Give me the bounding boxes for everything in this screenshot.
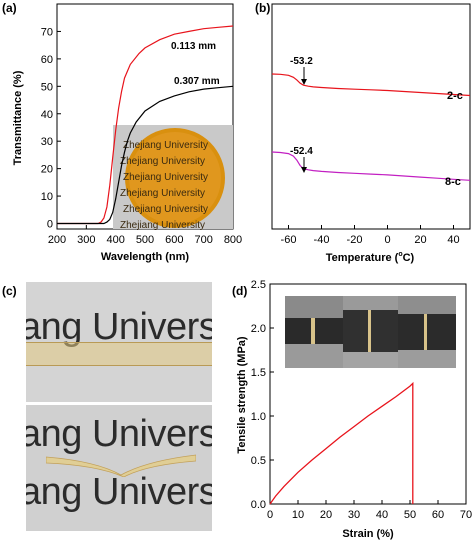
arrowhead-8c (301, 167, 307, 173)
photo-text-line-1: ang Univers (26, 306, 212, 348)
panel-d-ytick-label: 1.5 (251, 367, 266, 379)
panel-b-xtick-label: -40 (314, 234, 330, 246)
panel-a-ytick-label: 0 (47, 219, 53, 231)
series-line-0307mm (57, 85, 234, 225)
panel-a-xtick-label: 600 (165, 234, 183, 246)
annotation-8c: -52.4 (290, 146, 313, 157)
panel-a-ylabel: Transmittance (%) (12, 70, 24, 165)
panel-d-label: (d) (232, 284, 247, 298)
panel-a-ytick-label: 40 (41, 109, 53, 121)
clamp-top-3 (398, 296, 456, 314)
clamp-bottom-1 (285, 344, 343, 368)
inset-text-line: Zhejiang University (123, 172, 208, 183)
series-line-0113mm (57, 25, 234, 225)
panel-a-ytick-label: 10 (41, 191, 53, 203)
inset-text-line: Zhejiang University (123, 140, 208, 151)
panel-a-ytick-label: 20 (41, 164, 53, 176)
panel-d-yticks: 0.0 0.5 1.0 1.5 2.0 2.5 (251, 279, 274, 511)
inset-text-lines: Zhejiang University Zhejiang University Zh… (120, 140, 208, 231)
panel-d-inset-photos (285, 296, 456, 368)
panel-d-xtick-label: 50 (404, 509, 416, 521)
panel-b-xlabel: Temperature (oC) (326, 251, 415, 264)
panel-a-ytick-label: 70 (41, 26, 53, 38)
panel-d-ytick-label: 2.0 (251, 323, 266, 335)
panel-c-photo: ang Univers ang Univers ang Univers (26, 282, 212, 531)
film-strip (26, 342, 212, 366)
panel-a-inset-photo: Zhejiang University Zhejiang University Zh… (113, 125, 233, 231)
series-line-8c (271, 151, 471, 181)
amber-film-highlight (129, 132, 221, 224)
panel-b-xtick-label: 40 (447, 234, 459, 246)
panel-a-xtick-label: 500 (136, 234, 154, 246)
clamp-bottom-2 (343, 352, 398, 368)
panel-b-xtick-label: 0 (384, 234, 390, 246)
photo-divider (26, 402, 212, 405)
specimen-3 (424, 314, 427, 350)
panel-d-xtick-label: 70 (460, 509, 472, 521)
annotation-2c: -53.2 (290, 56, 313, 67)
panel-b-xtick-label: 20 (414, 234, 426, 246)
series-label-8c: 8-c (445, 176, 461, 188)
series-label-0113mm: 0.113 mm (171, 41, 216, 52)
amber-film-disc (125, 128, 225, 228)
series-label-2c: 2-c (447, 90, 463, 102)
panel-a-ytick-label: 50 (41, 81, 53, 93)
panel-a-xtick-label: 300 (77, 234, 95, 246)
photo-text-line-2: ang Univers (26, 413, 212, 455)
panel-d-xtick-label: 60 (432, 509, 444, 521)
panel-d-xtick-label: 30 (348, 509, 360, 521)
panel-a-xticks: 200 300 400 500 600 700 800 (48, 225, 242, 246)
panel-a-yticks: 0 10 20 30 40 50 60 70 (41, 26, 61, 231)
panel-a-label: (a) (2, 1, 17, 15)
panel-d-ylabel: Tensile strength (MPa) (236, 336, 248, 453)
arrowhead-2c (301, 79, 307, 85)
series-label-0307mm: 0.307 mm (174, 76, 220, 87)
panel-d-ytick-label: 1.0 (251, 411, 266, 423)
specimen-2 (368, 310, 371, 352)
panel-d-frame (269, 283, 467, 505)
panel-d-ytick-label: 2.5 (251, 279, 266, 291)
clamp-top-2 (343, 296, 398, 310)
clamp-top-1 (285, 296, 343, 318)
panel-a-xtick-label: 200 (48, 234, 66, 246)
panel-a-ytick-label: 30 (41, 136, 53, 148)
panel-d-xtick-label: 40 (376, 509, 388, 521)
specimen-1 (311, 318, 315, 344)
stretched-film-shape (46, 454, 196, 477)
panel-b-frame (271, 3, 471, 230)
panel-d-xtick-label: 0 (267, 509, 273, 521)
panel-a-xtick-label: 400 (106, 234, 124, 246)
panel-a-xtick-label: 700 (194, 234, 212, 246)
panel-a-xlabel: Wavelength (nm) (101, 251, 190, 263)
clamp-bottom-3 (398, 350, 456, 368)
panel-b-xtick-label: -60 (281, 234, 297, 246)
panel-a: (a) 0 10 20 30 40 50 60 70 200 300 400 500 600 700 80… (2, 1, 242, 263)
panel-c-label: (c) (2, 284, 17, 298)
stretched-film (46, 451, 196, 477)
photo-strip-bottom: ang Univers ang Univers (26, 405, 212, 531)
panel-b-label: (b) (255, 1, 270, 15)
series-line-2c (271, 73, 471, 97)
panel-b-xticks: -60 -40 -20 0 20 40 (281, 225, 460, 246)
stress-strain-curve (269, 381, 414, 505)
photo-text-line-3: ang Univers (26, 471, 212, 513)
panel-a-ytick-label: 60 (41, 54, 53, 66)
panel-b-xtick-label: -20 (347, 234, 363, 246)
photo-strip-top: ang Univers (26, 282, 212, 402)
panel-d-xtick-label: 20 (320, 509, 332, 521)
panel-d: (d) 0.0 0.5 1.0 1.5 2.0 2.5 0 10 20 30 40 50 60 70 S… (232, 279, 472, 540)
panel-d-xticks: 0 10 20 30 40 50 60 70 (267, 500, 472, 521)
inset-text-line: Zhejiang University (123, 204, 208, 215)
panel-d-ytick-label: 0.0 (251, 499, 266, 511)
panel-d-ytick-label: 0.5 (251, 455, 266, 467)
panel-a-xtick-label: 800 (224, 234, 242, 246)
inset-text-line: Zhejiang University (120, 188, 205, 199)
inset-text-line: Zhejiang University (120, 156, 205, 167)
panel-d-xtick-label: 10 (292, 509, 304, 521)
degree-sup: o (398, 251, 402, 258)
panel-d-xlabel: Strain (%) (342, 528, 394, 540)
panel-b: (b) -60 -40 -20 0 20 40 -53.2 -52.4 2-c 8-c T… (255, 1, 471, 264)
inset-text-line: Zhejiang University (120, 220, 205, 231)
